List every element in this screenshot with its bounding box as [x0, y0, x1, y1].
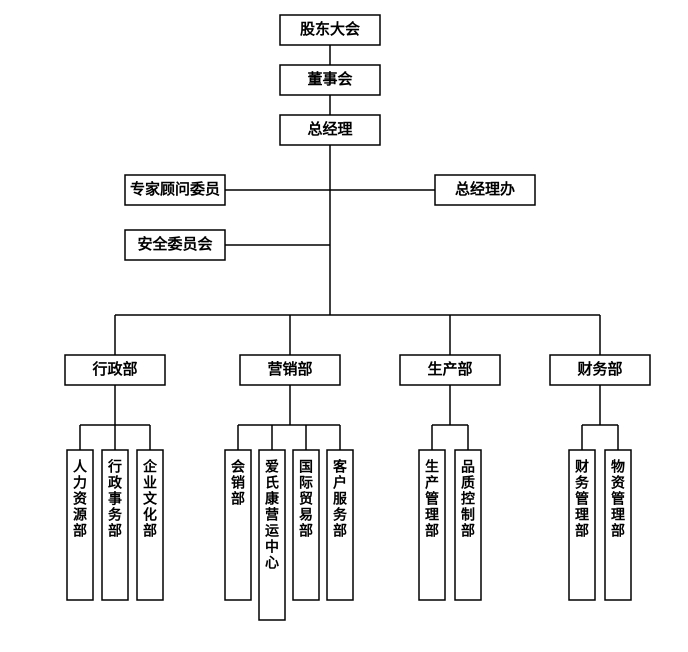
org-node-label-char: 国 [299, 460, 313, 476]
org-node-label: 行政部 [91, 360, 137, 378]
org-node-label-char: 务 [108, 507, 123, 524]
org-node-label-char: 理 [575, 508, 589, 524]
org-node-label-char: 文 [143, 491, 158, 508]
org-node-label-char: 部 [108, 523, 122, 540]
org-node-label-char: 户 [333, 475, 347, 492]
org-node-label-char: 质 [461, 475, 475, 492]
org-node-label-char: 行 [107, 459, 122, 476]
org-node-label-char: 中 [265, 539, 279, 556]
org-node-label-char: 心 [265, 556, 279, 572]
org-node-label-char: 化 [143, 507, 157, 524]
org-node-label-char: 生 [425, 459, 439, 476]
org-node-label-char: 易 [299, 508, 313, 524]
org-node-label: 股东大会 [300, 20, 360, 38]
org-node-label: 董事会 [307, 70, 352, 88]
org-node-label-char: 政 [108, 475, 123, 492]
org-node-label: 总经理 [307, 120, 352, 138]
org-node-label-char: 品 [461, 460, 475, 476]
org-node-label-char: 部 [143, 523, 157, 540]
org-node-label-char: 贸 [299, 491, 313, 508]
org-node-label-char: 服 [333, 492, 348, 508]
org-node-label-char: 部 [231, 491, 245, 508]
org-node-label: 生产部 [427, 360, 472, 378]
org-node-label-char: 营 [265, 507, 279, 524]
org-node-label-char: 制 [461, 507, 475, 524]
org-node-label-char: 资 [73, 491, 87, 508]
org-node-label-char: 会 [231, 459, 246, 476]
org-node-label-char: 事 [108, 491, 122, 508]
org-node-label-char: 部 [611, 523, 625, 540]
org-node-label-char: 部 [299, 523, 313, 540]
org-node-label-char: 管 [425, 491, 439, 508]
org-node-label-char: 理 [611, 508, 625, 524]
org-node-label-char: 氏 [265, 476, 279, 492]
org-node-label-char: 源 [73, 507, 87, 524]
org-node-label-char: 企 [142, 459, 158, 476]
org-chart: 股东大会董事会总经理专家顾问委员总经理办安全委员会行政部营销部生产部财务部人力资… [0, 0, 688, 652]
org-node-label: 安全委员会 [137, 235, 212, 253]
org-node-label-char: 产 [425, 475, 439, 492]
org-node-label-char: 康 [265, 491, 280, 508]
org-node-label-char: 管 [575, 491, 589, 508]
org-node-label-char: 业 [143, 476, 157, 492]
org-node-label: 财务部 [577, 360, 622, 378]
org-node-label: 营销部 [267, 360, 312, 378]
org-node-label: 总经理办 [455, 180, 515, 198]
org-node-label-char: 理 [425, 508, 439, 524]
org-node-label-char: 运 [265, 524, 279, 540]
org-node-label-char: 部 [333, 523, 347, 540]
org-node-label-char: 客 [332, 459, 348, 476]
org-node-label-char: 控 [461, 491, 475, 508]
org-node-label-char: 务 [575, 475, 590, 492]
org-node-label-char: 资 [611, 475, 625, 492]
org-node-label-char: 力 [73, 475, 87, 492]
org-node-label-char: 部 [575, 523, 589, 540]
org-node-label-char: 物 [611, 459, 625, 476]
org-node-label-char: 部 [425, 523, 439, 540]
org-node-label: 专家顾问委员 [130, 180, 220, 198]
org-node-label-char: 爱 [265, 460, 279, 476]
org-node-label-char: 财 [574, 459, 589, 476]
org-node-label-char: 部 [461, 523, 475, 540]
org-node-label-char: 人 [73, 459, 88, 476]
org-node-label-char: 部 [73, 523, 87, 540]
org-node-label-char: 务 [333, 507, 348, 524]
org-node-label-char: 销 [231, 475, 245, 492]
org-node-label-char: 管 [611, 491, 625, 508]
org-node-label-char: 际 [299, 476, 313, 492]
